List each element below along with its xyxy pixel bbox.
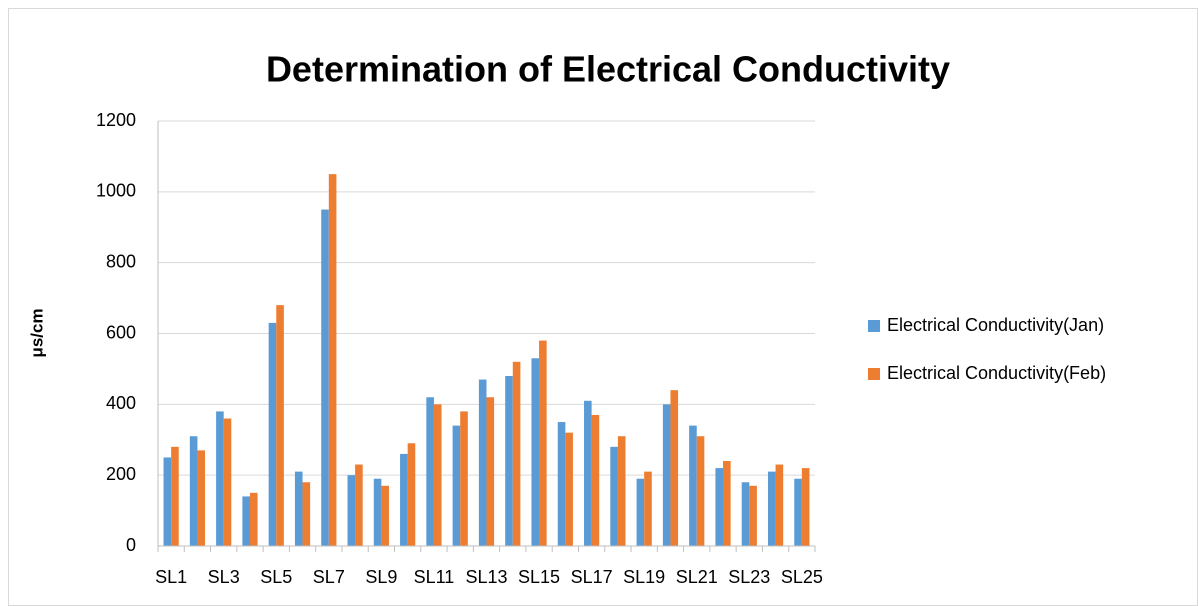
x-tick-label: SL25 [781, 567, 823, 587]
bar [801, 468, 810, 546]
bar [460, 411, 468, 546]
bar [662, 404, 671, 546]
y-tick-label: 600 [106, 322, 136, 342]
bar [749, 485, 757, 546]
bar [486, 397, 495, 546]
y-tick-label: 0 [126, 535, 136, 555]
bar [741, 482, 750, 546]
bar [276, 305, 284, 546]
bar [242, 496, 250, 546]
bar [636, 478, 645, 546]
legend-label: Electrical Conductivity(Jan) [887, 315, 1104, 335]
bar [452, 425, 461, 546]
bar [216, 411, 224, 546]
bar [696, 436, 705, 546]
bar [723, 461, 731, 546]
x-tick-label: SL5 [260, 567, 292, 587]
bar [670, 390, 679, 546]
bar [355, 464, 363, 546]
bar [426, 397, 434, 546]
y-tick-label: 200 [106, 464, 136, 484]
bar [715, 468, 724, 546]
bar [539, 340, 547, 546]
bar [294, 471, 303, 546]
x-tick-label: SL7 [313, 567, 345, 587]
bar [171, 446, 179, 546]
bar [617, 436, 626, 546]
bar [565, 432, 573, 546]
bar [268, 322, 277, 546]
x-tick-label: SL19 [623, 567, 665, 587]
bar [163, 457, 172, 546]
bar [223, 418, 232, 546]
legend-label: Electrical Conductivity(Feb) [887, 363, 1106, 383]
bar [767, 471, 776, 546]
bar [373, 478, 382, 546]
bar [584, 400, 592, 546]
y-tick-label: 400 [106, 393, 136, 413]
bar [249, 492, 258, 546]
x-tick-label: SL13 [465, 567, 507, 587]
bar [794, 478, 802, 546]
bar [400, 453, 408, 546]
bar [557, 422, 566, 546]
bar [381, 485, 389, 546]
legend-swatch [868, 320, 880, 332]
bar [775, 464, 784, 546]
y-tick-label: 1000 [96, 181, 136, 201]
bar [689, 425, 697, 546]
x-tick-label: SL9 [365, 567, 397, 587]
bar [644, 471, 652, 546]
bar [478, 379, 487, 546]
bar [197, 450, 206, 546]
x-tick-label: SL17 [571, 567, 613, 587]
chart-frame [8, 8, 1198, 606]
y-axis-label: μs/cm [27, 308, 46, 357]
legend-swatch [868, 368, 880, 380]
bar [189, 436, 198, 546]
bar [531, 358, 540, 546]
bar [433, 404, 442, 546]
bar [302, 482, 311, 546]
x-tick-label: SL21 [676, 567, 718, 587]
bar [321, 209, 329, 546]
x-tick-label: SL23 [728, 567, 770, 587]
x-tick-label: SL15 [518, 567, 560, 587]
y-tick-label: 1200 [96, 110, 136, 130]
bar [407, 443, 416, 546]
y-tick-label: 800 [106, 251, 136, 271]
bar [610, 446, 618, 546]
x-tick-label: SL11 [414, 567, 455, 587]
bar [505, 376, 513, 546]
bar [512, 361, 521, 546]
bar [328, 174, 337, 546]
chart-title: Determination of Electrical Conductivity [266, 49, 950, 90]
bar [347, 475, 356, 546]
x-tick-label: SL3 [208, 567, 240, 587]
bar [591, 414, 600, 546]
x-tick-label: SL1 [155, 567, 187, 587]
